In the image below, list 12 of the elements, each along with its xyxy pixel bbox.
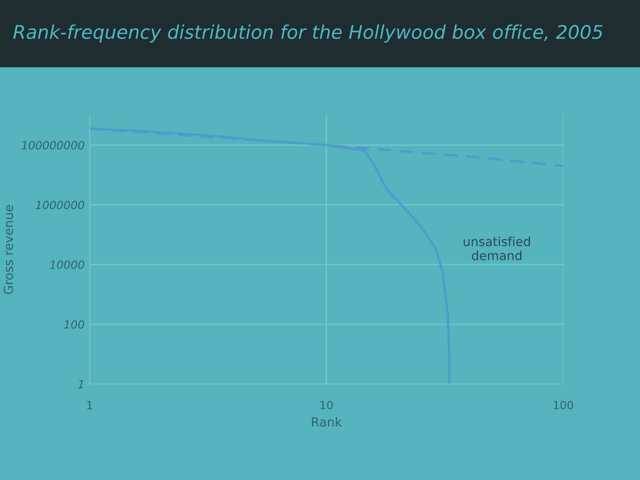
y-tick-label: 1000000 [36, 200, 84, 210]
x-tick-label: 10 [320, 400, 333, 410]
chart-title: Rank-frequency distribution for the Hollywood box office, 2005 [13, 24, 603, 43]
x-axis-title: Rank [312, 416, 342, 427]
y-tick-label: 100000000 [22, 141, 84, 150]
y-tick-label: 10000 [50, 260, 84, 269]
x-tick-label: 1 [87, 401, 92, 410]
y-tick-label: 1 [78, 380, 84, 388]
annotation: unsatisfied demand [464, 236, 530, 260]
y-tick-label: 100 [64, 320, 84, 329]
y-axis-title: Gross revenue [4, 205, 14, 294]
x-tick-label: 100 [554, 400, 574, 410]
